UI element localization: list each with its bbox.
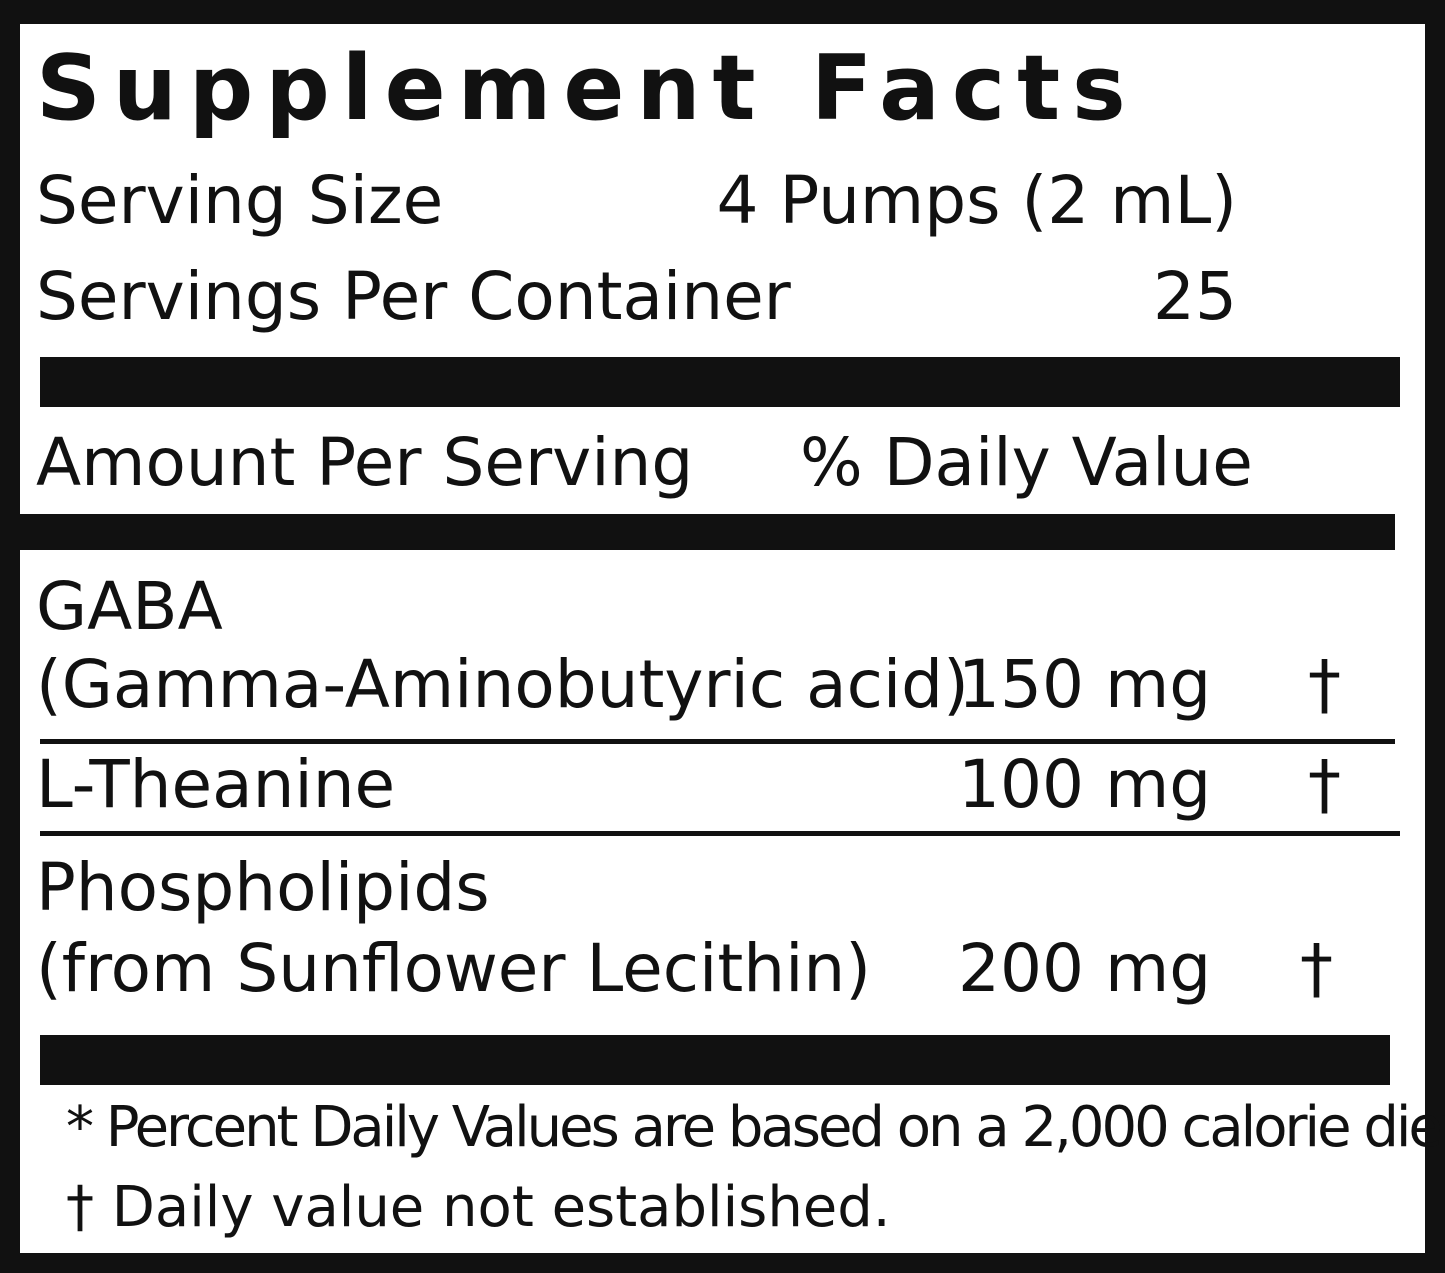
- footnote-percent-daily-value: * Percent Daily Values are based on a 2,…: [66, 1095, 1445, 1160]
- ingredient-phospholipids-amount: 200 mg: [958, 930, 1212, 1007]
- ingredient-gaba-dv: †: [1308, 646, 1341, 723]
- thick-divider-bottom: [40, 1035, 1390, 1085]
- ingredient-divider-2: [40, 831, 1400, 836]
- thick-divider-top: [40, 357, 1400, 407]
- servings-per-container-value: 25: [1153, 258, 1237, 335]
- servings-per-container-label: Servings Per Container: [36, 258, 791, 335]
- serving-size-value: 4 Pumps (2 mL): [716, 162, 1237, 239]
- ingredient-theanine-amount: 100 mg: [958, 746, 1212, 823]
- thick-divider-header: [0, 514, 1395, 550]
- ingredient-gaba-subname: (Gamma-Aminobutyric acid): [36, 646, 969, 723]
- ingredient-phospholipids-dv: †: [1300, 930, 1333, 1007]
- ingredient-theanine-dv: †: [1308, 746, 1341, 823]
- ingredient-gaba-amount: 150 mg: [958, 646, 1212, 723]
- daily-value-label: % Daily Value: [800, 424, 1253, 501]
- ingredient-gaba-name: GABA: [36, 568, 223, 645]
- footnote-daily-value-not-established: † Daily value not established.: [66, 1175, 891, 1240]
- ingredient-phospholipids-name: Phospholipids: [36, 849, 490, 926]
- ingredient-phospholipids-subname: (from Sunflower Lecithin): [36, 930, 871, 1007]
- ingredient-theanine-name: L-Theanine: [36, 746, 396, 823]
- amount-per-serving-label: Amount Per Serving: [36, 424, 694, 501]
- serving-size-label: Serving Size: [36, 162, 444, 239]
- panel-title: Supplement Facts: [36, 36, 1138, 141]
- ingredient-divider-1: [40, 739, 1395, 744]
